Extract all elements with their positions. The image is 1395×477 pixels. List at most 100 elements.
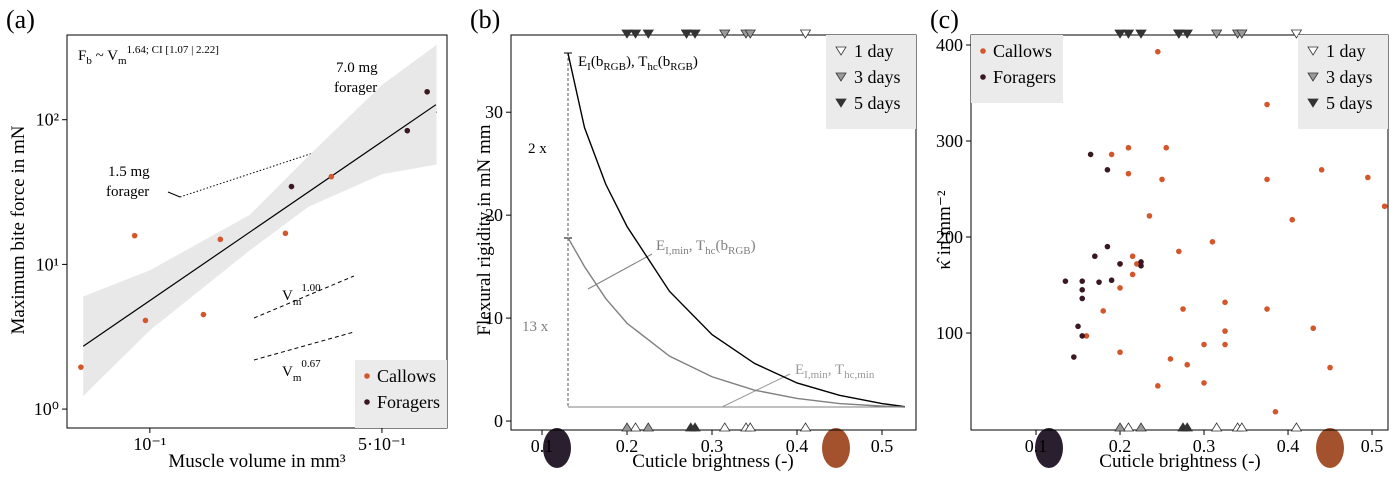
x-tick-label: 0.5 <box>871 436 894 456</box>
legend-marker <box>980 48 986 54</box>
data-point <box>1327 364 1333 371</box>
data-point <box>200 311 207 318</box>
data-point <box>1062 278 1069 284</box>
rug-mark <box>719 29 731 39</box>
data-point <box>1264 306 1270 312</box>
curve <box>567 237 905 408</box>
rug-mark <box>689 422 701 432</box>
rug-mark <box>1210 29 1223 39</box>
x-tick-label: 0.5 <box>1361 436 1384 456</box>
legend-label: Callows <box>377 366 436 386</box>
legend-label: 5 days <box>1326 93 1373 113</box>
data-point <box>1079 295 1086 302</box>
data-point <box>288 183 295 190</box>
data-point <box>1079 287 1086 293</box>
y-axis-label: κ̂ in mm⁻² <box>934 190 955 269</box>
y-tick-label: 10⁰ <box>34 399 59 419</box>
beetle-icon <box>1316 428 1344 468</box>
data-point <box>424 88 430 95</box>
data-point <box>217 236 224 243</box>
data-point <box>1117 285 1123 291</box>
data-point <box>1310 325 1317 332</box>
rug-legend: 1 day 3 days 5 days <box>1298 35 1388 129</box>
legend-label: 3 days <box>854 67 901 87</box>
data-point <box>1155 383 1161 389</box>
rug-mark <box>1236 422 1248 432</box>
legend-marker <box>1307 72 1319 82</box>
rug-mark <box>1181 422 1193 432</box>
data-point <box>131 232 138 239</box>
rug-mark <box>1114 422 1126 432</box>
data-point <box>1079 278 1086 284</box>
legend: Callows Foragers <box>355 360 447 428</box>
y-tick-label: 10 <box>485 308 503 328</box>
x-tick-label: 0.1 <box>1025 436 1048 456</box>
legend-marker <box>1307 98 1319 108</box>
annotation: Vm1.00 <box>282 282 321 308</box>
data-point <box>1129 253 1136 260</box>
legend-marker <box>980 74 986 80</box>
rug-mark <box>799 29 812 39</box>
rug-mark <box>744 29 756 39</box>
rug-mark <box>719 422 731 432</box>
panel-a: 10⁰ 10¹ 10² 10⁻¹ 5·10⁻¹ Callows Foragers <box>34 34 448 454</box>
data-point <box>1117 349 1123 356</box>
y-tick-label: 100 <box>936 323 963 343</box>
data-point <box>1096 279 1102 285</box>
annotation: 7.0 mg <box>336 60 378 76</box>
legend-marker <box>835 72 847 82</box>
x-tick-label: 0.4 <box>786 436 809 456</box>
legend-marker <box>1307 46 1319 56</box>
formula: Fb ~ Vm1.64; CI [1.07 | 2.22] <box>78 44 219 67</box>
rug-mark <box>642 29 654 39</box>
legend-marker <box>835 46 847 56</box>
leader-line <box>587 253 653 290</box>
data-point <box>1083 333 1090 339</box>
data-point <box>1071 354 1077 360</box>
data-point <box>1125 144 1132 151</box>
rug-mark <box>689 29 701 39</box>
data-point <box>1138 259 1144 265</box>
data-point <box>1100 308 1107 314</box>
data-point <box>1163 144 1170 151</box>
x-tick-label: 0.1 <box>531 436 554 456</box>
legend-label: Foragers <box>993 67 1056 87</box>
annotation: EI,min, Thc,min <box>795 362 875 381</box>
legend-label: 1 day <box>854 41 894 61</box>
legend-background <box>971 35 1063 103</box>
data-point <box>1104 167 1111 173</box>
data-point <box>1381 203 1388 210</box>
annotation: Vm0.67 <box>282 358 321 384</box>
data-point <box>1184 361 1191 368</box>
plot-frame <box>66 34 448 429</box>
rug-mark <box>629 422 642 432</box>
data-point <box>1264 176 1270 183</box>
x-tick-label: 10⁻¹ <box>133 434 166 454</box>
rug-mark <box>1290 29 1303 39</box>
data-point <box>1318 167 1325 173</box>
data-point <box>1209 239 1216 245</box>
y-tick-label: 30 <box>485 102 503 122</box>
rug-mark <box>1236 29 1248 39</box>
rug-mark <box>1135 422 1147 432</box>
curve <box>567 53 906 408</box>
legend: Callows Foragers <box>971 35 1063 103</box>
rug-mark <box>1181 29 1193 39</box>
rug-mark <box>799 422 812 432</box>
y-tick-label: 200 <box>936 227 963 247</box>
rug-mark <box>680 29 693 39</box>
plot-frame <box>510 34 917 431</box>
data-point <box>1176 248 1182 255</box>
data-point <box>1075 323 1081 330</box>
x-tick-label: 5·10⁻¹ <box>358 434 406 454</box>
rug-mark <box>1122 422 1135 432</box>
ratio-label: 2 x <box>528 141 547 157</box>
data-point <box>1087 151 1094 158</box>
rug-mark <box>1210 422 1223 432</box>
data-point <box>1125 170 1132 177</box>
legend-marker <box>835 98 847 108</box>
rug-mark <box>1290 422 1303 432</box>
fit-line <box>82 104 437 347</box>
rug-mark <box>629 29 642 39</box>
data-point <box>1092 253 1098 260</box>
